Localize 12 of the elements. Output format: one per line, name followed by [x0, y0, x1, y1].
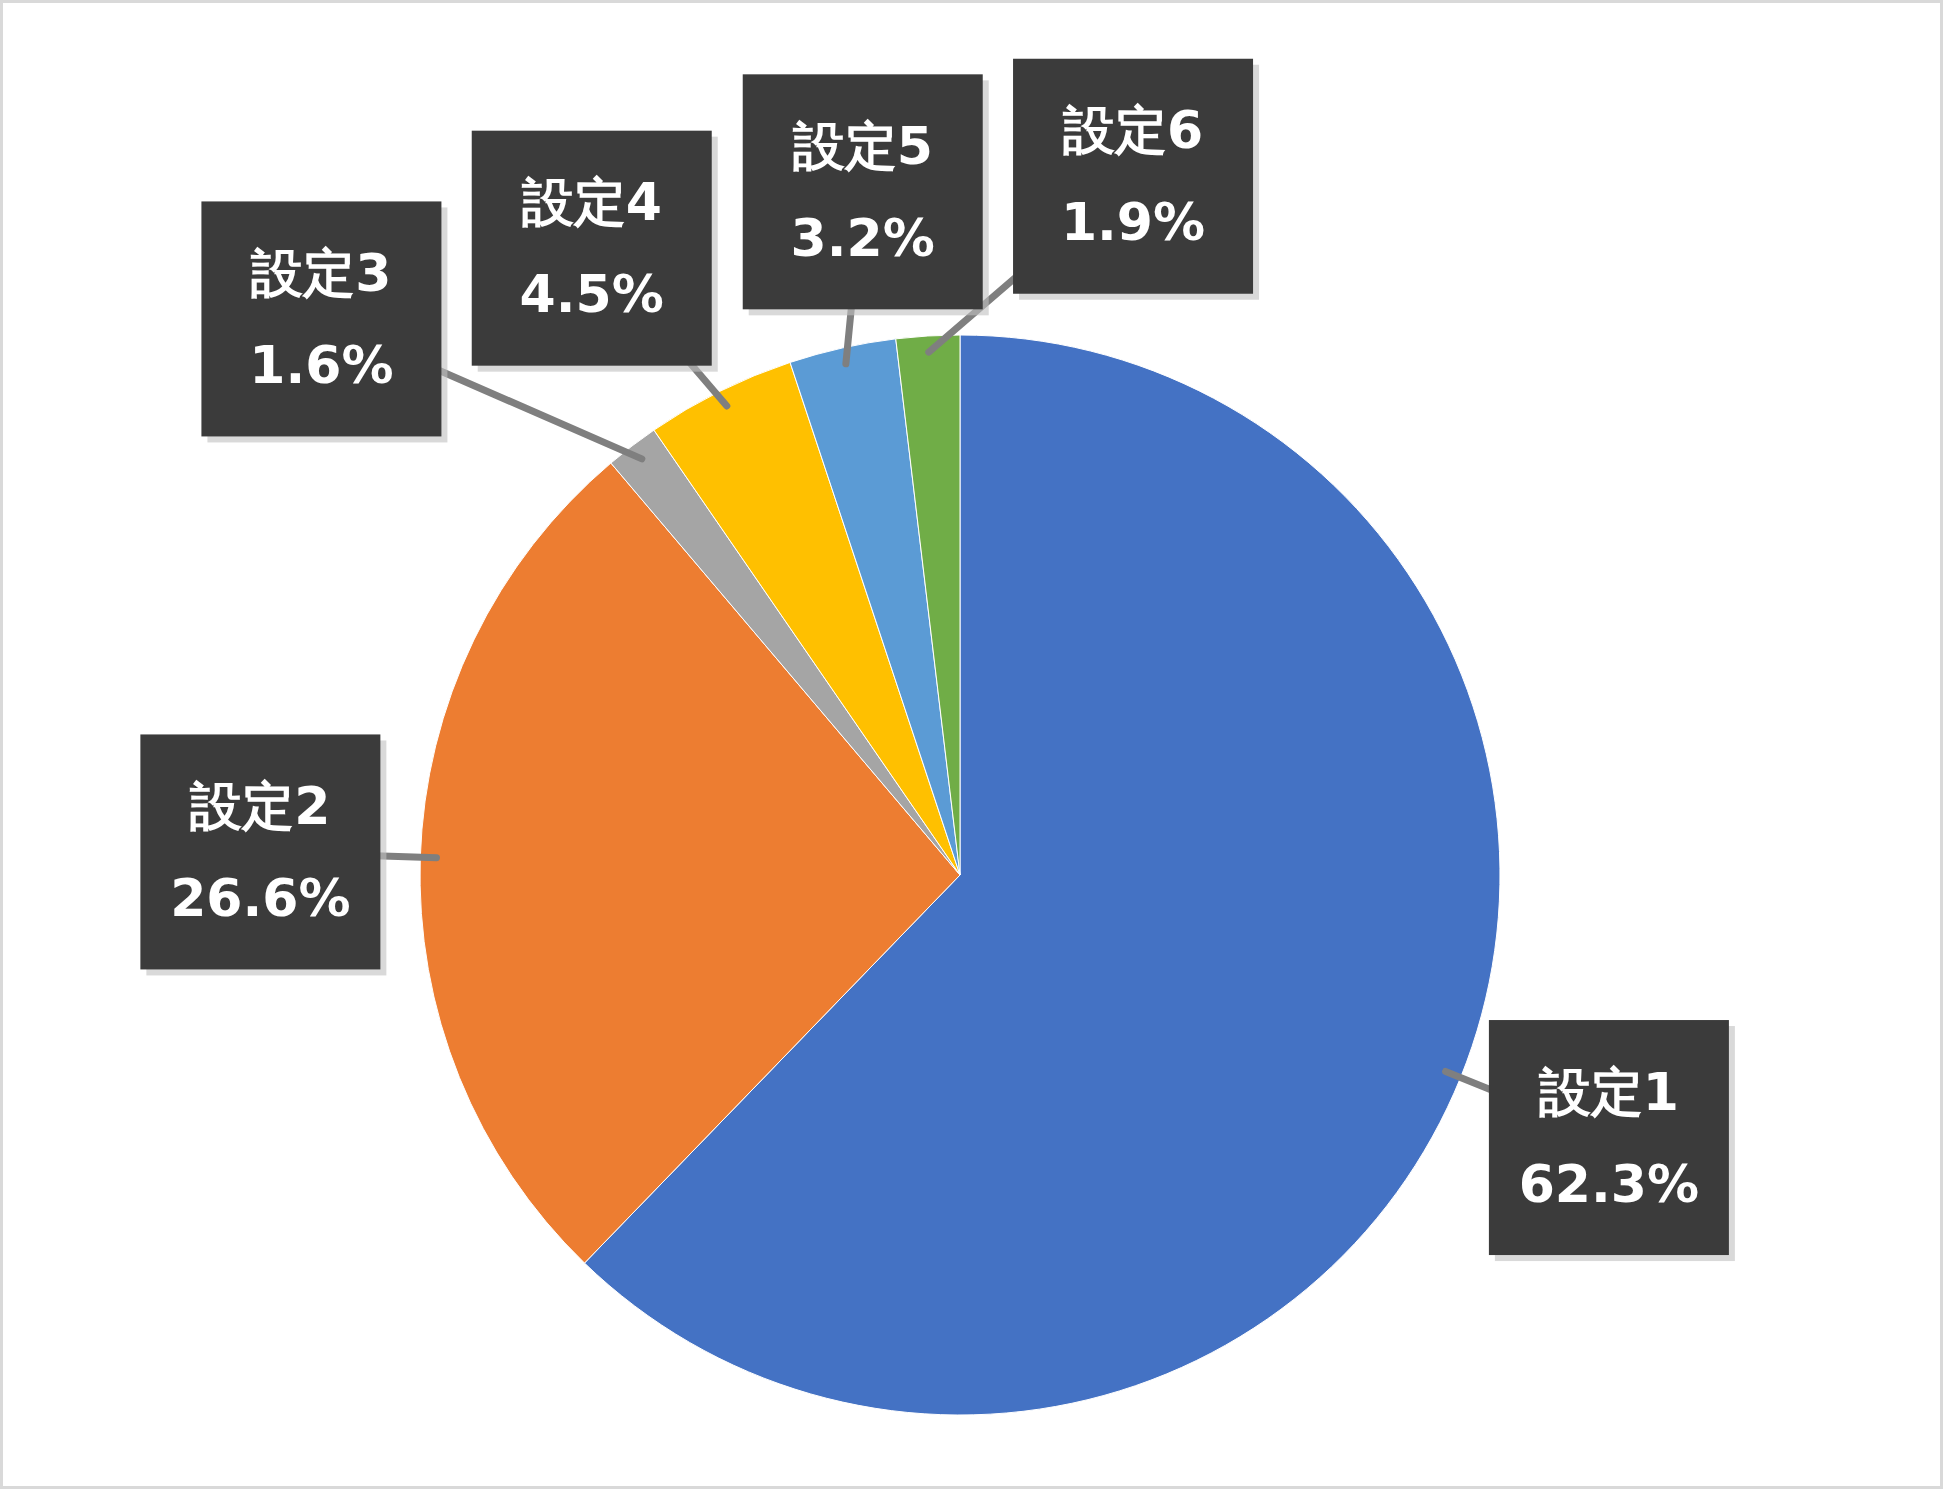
data-label: 3.2% — [790, 207, 935, 268]
data-label: 1.9% — [1060, 192, 1206, 253]
slice-label: 設定4 — [520, 172, 662, 233]
slice-label: 設定1 — [1537, 1061, 1679, 1122]
data-label: 4.5% — [519, 264, 664, 325]
data-label: 26.6% — [170, 867, 351, 928]
slice-label: 設定2 — [189, 775, 331, 836]
data-label: 1.6% — [249, 334, 394, 395]
data-label: 62.3% — [1518, 1153, 1700, 1214]
slice-label: 設定6 — [1061, 100, 1204, 161]
slice-label: 設定3 — [250, 242, 392, 303]
slice-label: 設定5 — [791, 115, 933, 176]
